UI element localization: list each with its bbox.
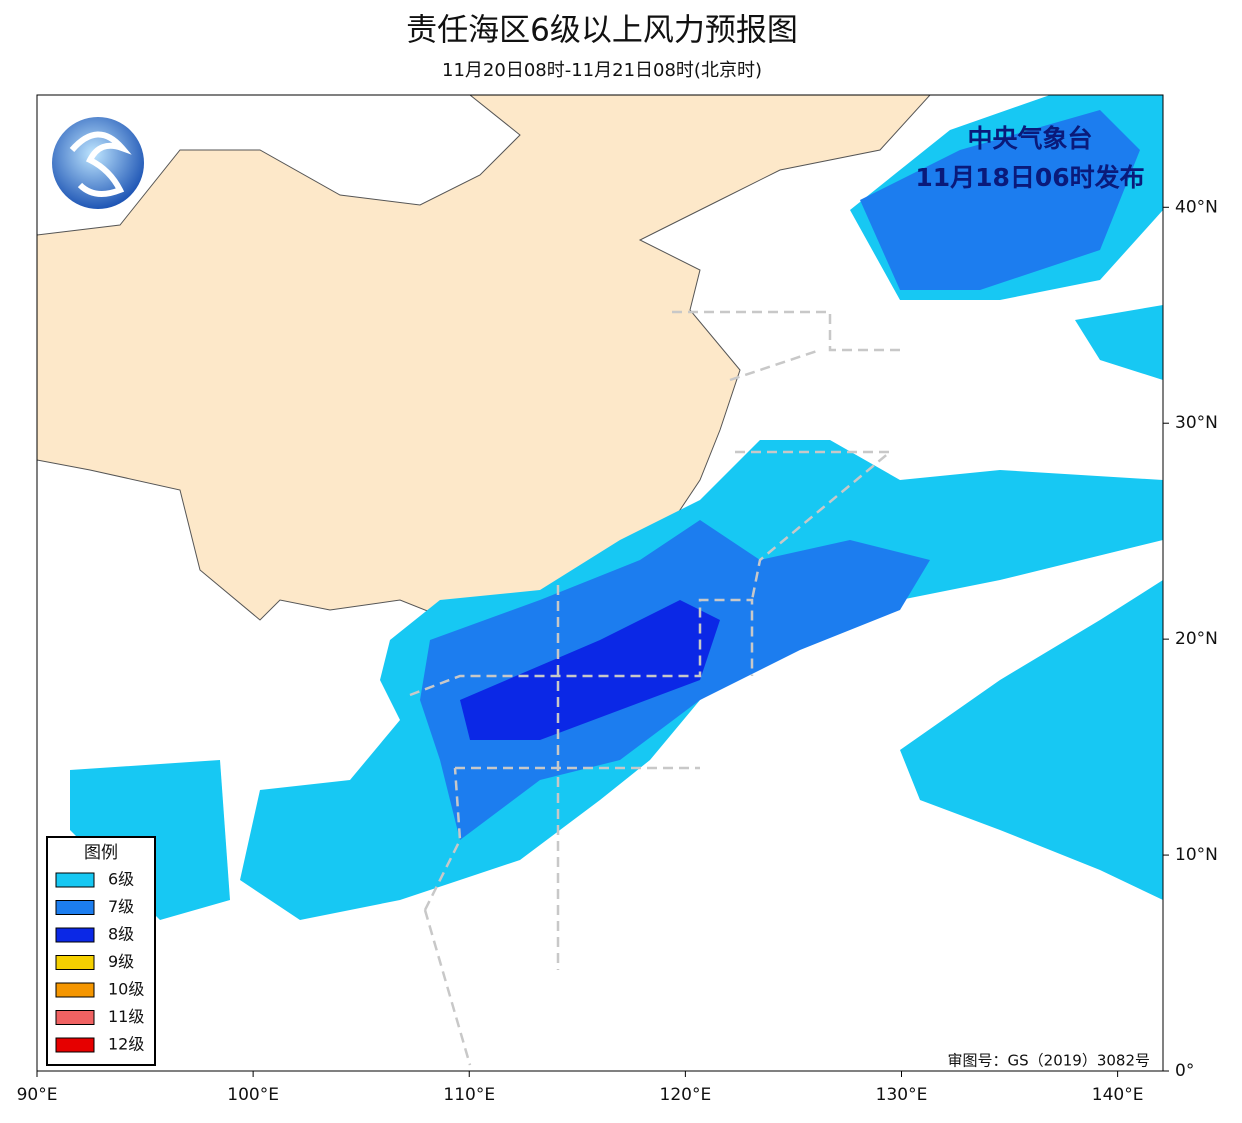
map-frame [36, 94, 1164, 1072]
legend-label: 9级 [108, 952, 134, 971]
x-tick-label: 110°E [443, 1085, 495, 1105]
x-tick-label: 120°E [660, 1085, 712, 1105]
legend-label: 10级 [108, 980, 144, 999]
y-tick-label: 30°N [1175, 413, 1218, 433]
issuer-agency: 中央气象台 [967, 124, 1092, 153]
y-tick-label: 40°N [1175, 197, 1218, 217]
x-tick-label: 130°E [876, 1085, 928, 1105]
legend-swatch [55, 872, 95, 888]
x-tick-label: 140°E [1092, 1085, 1144, 1105]
subtitle: 11月20日08时-11月21日08时(北京时) [442, 60, 762, 81]
legend-label: 6级 [108, 870, 134, 889]
legend-label: 8级 [108, 925, 134, 944]
issuer-time: 11月18日06时发布 [915, 163, 1144, 192]
legend-label: 12级 [108, 1035, 144, 1054]
legend: 图例 6级 7级 8级 9级 10级 11级 12级 [46, 836, 156, 1066]
china-land [37, 95, 931, 621]
sea-areas [409, 310, 900, 1066]
title: 责任海区6级以上风力预报图 [406, 13, 798, 49]
legend-swatch [55, 927, 95, 943]
legend-swatch [55, 982, 95, 998]
legend-title: 图例 [84, 843, 118, 863]
legend-label: 11级 [108, 1007, 144, 1026]
y-tick-label: 20°N [1175, 629, 1218, 649]
legend-swatch [55, 1010, 95, 1025]
legend-swatch [55, 900, 95, 915]
y-tick-label: 10°N [1175, 845, 1218, 865]
legend-swatch [55, 1037, 95, 1053]
wind-8 [460, 600, 720, 740]
approval-number: 审图号：GS（2019）3082号 [948, 1052, 1151, 1070]
x-tick-label: 100°E [227, 1085, 279, 1105]
legend-swatch [55, 955, 95, 970]
x-tick-label: 90°E [17, 1085, 58, 1105]
map-body [37, 95, 1163, 1071]
legend-label: 7级 [108, 897, 134, 916]
logo [52, 117, 144, 209]
y-tick-label: 0° [1175, 1061, 1194, 1081]
